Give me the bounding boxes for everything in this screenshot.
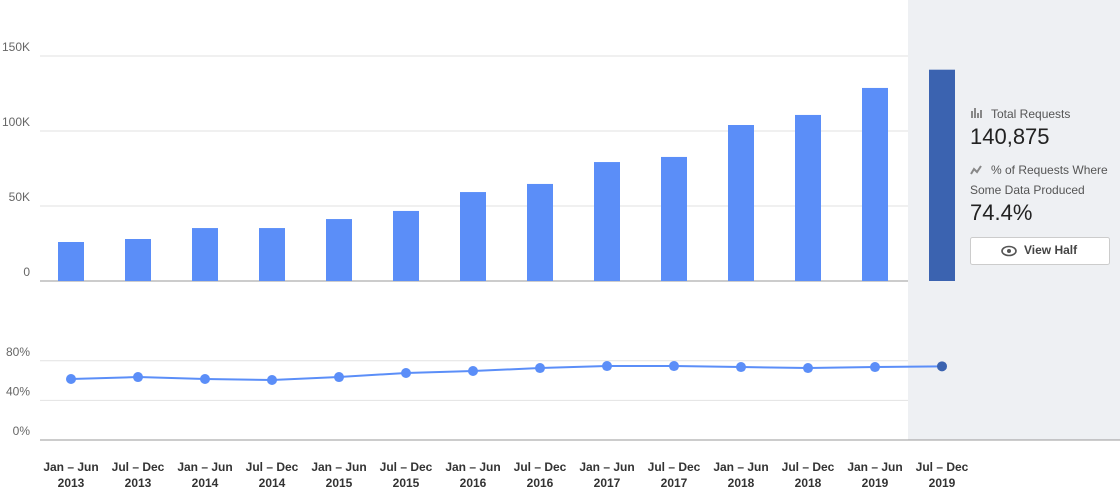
bar: [460, 192, 486, 281]
x-tick-label: 2018: [728, 476, 755, 490]
x-tick-label: 2017: [661, 476, 688, 490]
trend-icon: [970, 165, 982, 175]
bar: [661, 156, 687, 281]
x-tick-label: 2017: [594, 476, 621, 490]
point: [133, 372, 143, 383]
x-tick-label: Jan – Jun: [445, 460, 500, 474]
x-tick-label: Jan – Jun: [43, 460, 98, 474]
x-tick-label: 2016: [527, 476, 554, 490]
y-tick-label: 40%: [6, 385, 30, 399]
x-tick-label: Jul – Dec: [380, 460, 433, 474]
line: [70, 365, 943, 382]
y-tick-label: 150K: [2, 40, 30, 54]
bar: [125, 239, 151, 281]
y-tick-label: 100K: [2, 115, 30, 129]
point: [468, 365, 478, 376]
x-tick-label: Jan – Jun: [847, 460, 902, 474]
x-tick-label: Jul – Dec: [246, 460, 299, 474]
x-tick-label: 2014: [192, 476, 219, 490]
bar: [192, 228, 218, 281]
point: [267, 375, 277, 386]
point: [870, 362, 880, 373]
total-value: 140,875: [970, 124, 1050, 149]
eye-pupil: [1007, 249, 1011, 253]
percent-value: 74.4%: [970, 200, 1032, 225]
point: [535, 363, 545, 374]
bar: [393, 210, 419, 281]
point: [200, 374, 210, 385]
bar: [795, 114, 821, 281]
y-tick-label: 0%: [13, 424, 31, 438]
point: [602, 361, 612, 372]
point: [401, 367, 411, 378]
y-tick-label: 0: [23, 265, 30, 279]
bar: [594, 162, 620, 281]
x-tick-label: Jul – Dec: [514, 460, 567, 474]
x-tick-label: Jan – Jun: [579, 460, 634, 474]
percent-label: % of Requests Where: [991, 163, 1108, 177]
bar: [259, 228, 285, 281]
x-tick-label: 2013: [58, 476, 85, 490]
point: [937, 361, 947, 372]
bar: [929, 69, 955, 281]
x-tick-label: Jul – Dec: [916, 460, 969, 474]
x-tick-label: 2015: [393, 476, 420, 490]
point: [736, 362, 746, 373]
x-tick-label: 2016: [460, 476, 487, 490]
point: [334, 372, 344, 383]
button-label[interactable]: View Half: [1024, 243, 1078, 257]
percent-label: Some Data Produced: [970, 183, 1085, 197]
view-half-button[interactable]: View Half: [970, 237, 1110, 265]
bar: [326, 219, 352, 281]
point: [803, 363, 813, 374]
y-tick-label: 50K: [9, 190, 30, 204]
x-tick-label: Jan – Jun: [713, 460, 768, 474]
bar: [58, 242, 84, 281]
total-label: Total Requests: [991, 107, 1070, 121]
bar: [728, 125, 754, 281]
x-tick-label: 2014: [259, 476, 286, 490]
y-tick-label: 80%: [6, 345, 30, 359]
bar: [862, 87, 888, 281]
x-tick-label: 2019: [862, 476, 889, 490]
x-tick-label: Jul – Dec: [648, 460, 701, 474]
x-tick-label: Jul – Dec: [782, 460, 835, 474]
point: [669, 361, 679, 372]
x-tick-label: 2013: [125, 476, 152, 490]
button-box[interactable]: [970, 237, 1110, 265]
x-tick-label: Jan – Jun: [311, 460, 366, 474]
x-tick-label: 2019: [929, 476, 956, 490]
x-tick-label: Jan – Jun: [177, 460, 232, 474]
x-tick-label: Jul – Dec: [112, 460, 165, 474]
point: [66, 374, 76, 385]
eye-icon: [1001, 245, 1017, 257]
x-tick-label: 2015: [326, 476, 353, 490]
x-tick-label: 2018: [795, 476, 822, 490]
bar: [527, 183, 553, 281]
bars-icon: [971, 108, 982, 118]
